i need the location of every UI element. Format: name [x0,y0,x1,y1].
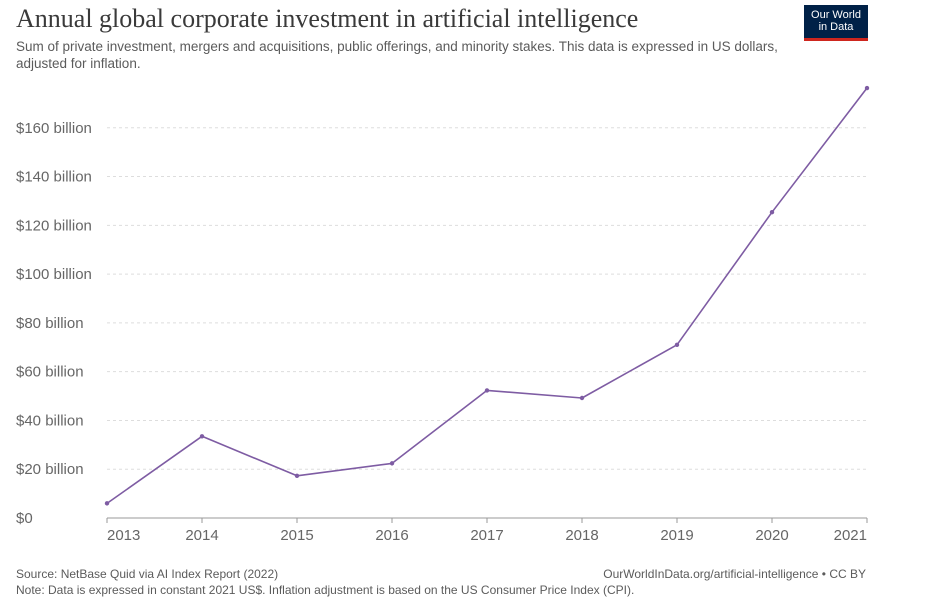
data-point [294,473,300,479]
x-tick-label: 2018 [565,527,598,544]
data-point [864,85,870,91]
x-tick-label: 2020 [755,527,788,544]
credit-link[interactable]: OurWorldInData.org/artificial-intelligen… [603,567,866,581]
y-tick-label: $100 billion [16,266,92,283]
y-tick-label: $140 billion [16,169,92,186]
x-tick-label: 2016 [375,527,408,544]
data-point [484,388,490,393]
y-tick-label: $40 billion [16,412,84,429]
series-line-layer [104,85,870,506]
y-tick-label: $120 billion [16,217,92,234]
chart-subtitle: Sum of private investment, mergers and a… [16,39,778,71]
owid-logo[interactable]: Our World in Data [804,5,868,41]
data-point [769,209,775,215]
source-text: Source: NetBase Quid via AI Index Report… [16,567,279,581]
data-point [674,342,680,348]
gridlines [107,127,867,470]
chart-title: Annual global corporate investment in ar… [16,4,639,33]
y-tick-label: $80 billion [16,315,84,332]
x-tick-label: 2019 [660,527,693,544]
x-tick-label: 2013 [107,527,140,544]
line-chart: $0 $20 billion $40 billion $60 billion $80 b… [16,85,870,544]
y-axis-ticks: $0 $20 billion $40 billion $60 billion $80 b… [16,120,92,527]
x-tick-label: 2014 [185,527,218,544]
x-axis: 2013 2014 2015 2016 2017 2018 2019 2020 2021 [106,517,868,544]
y-tick-label: $60 billion [16,364,84,381]
series-line [106,87,868,505]
data-point [199,434,205,439]
y-tick-label: $0 [16,510,33,527]
logo-line-1: Our World [811,9,861,21]
logo-line-2: in Data [818,21,854,33]
data-point [104,501,110,506]
x-tick-label: 2015 [280,527,313,544]
y-tick-label: $160 billion [16,120,92,137]
y-tick-label: $20 billion [16,461,84,478]
x-tick-label: 2017 [470,527,503,544]
data-point [389,461,395,466]
note-text: Note: Data is expressed in constant 2021… [16,583,635,597]
x-tick-label: 2021 [834,527,867,544]
data-point [579,395,585,401]
